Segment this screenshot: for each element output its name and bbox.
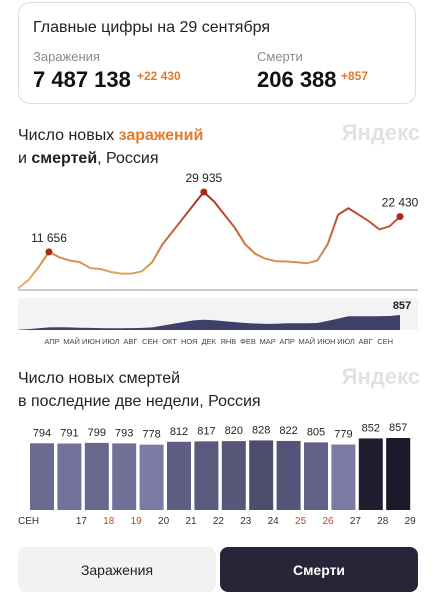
bar: [249, 440, 274, 510]
x-tick-label: АПР: [280, 337, 295, 346]
deaths-area: [18, 315, 400, 330]
chart-title: Число новых заражений и смертей, Россия: [18, 124, 203, 170]
x-tick-label: ИЮЛ: [102, 337, 120, 346]
tab-button[interactable]: Смерти: [220, 547, 418, 592]
x-tick-label: АВГ: [359, 337, 373, 346]
x-tick-label: СЕН: [377, 337, 393, 346]
data-label: 852: [362, 422, 380, 434]
peak-dot: [45, 248, 53, 256]
bar: [57, 443, 82, 510]
data-label: 805: [307, 426, 325, 438]
x-tick-label: СЕН: [18, 516, 39, 527]
bar: [84, 442, 109, 510]
data-label: 822: [279, 425, 297, 437]
x-tick-label: 20: [158, 516, 170, 527]
x-tick-label: НОЯ: [181, 337, 198, 346]
bar: [331, 444, 356, 510]
bar: [358, 438, 383, 510]
x-tick-label: 23: [240, 516, 252, 527]
x-tick-label: СЕН: [142, 337, 158, 346]
data-label: 817: [197, 425, 215, 437]
x-tick-label: ЯНВ: [220, 337, 236, 346]
peak-dot: [200, 188, 208, 196]
cases-value: 7 487 138: [33, 67, 131, 92]
x-tick-label: 28: [377, 516, 389, 527]
bar: [167, 441, 191, 510]
x-tick-label: АВГ: [123, 337, 137, 346]
data-label: 799: [88, 427, 106, 439]
data-label: 828: [252, 424, 270, 436]
bar: [386, 438, 411, 510]
cases-delta: +22 430: [137, 69, 181, 83]
x-tick-label: 27: [350, 516, 362, 527]
data-label: 22 430: [382, 196, 419, 210]
deaths-label: Смерти: [257, 49, 303, 64]
x-tick-label: 25: [295, 516, 307, 527]
data-label: 779: [334, 429, 352, 441]
data-label: 857: [393, 300, 411, 312]
data-label: 29 935: [185, 171, 222, 185]
peak-dot: [396, 213, 404, 221]
x-tick-label: ОКТ: [162, 337, 177, 346]
title-part: смертей: [31, 150, 98, 167]
data-label: 791: [60, 428, 78, 440]
data-label: 857: [389, 422, 407, 434]
x-tick-label: 18: [103, 516, 115, 527]
x-tick-label: 24: [268, 516, 280, 527]
bar: [139, 444, 164, 510]
bar: [304, 442, 328, 510]
x-tick-label: 17: [76, 516, 88, 527]
data-label: 794: [33, 427, 51, 439]
x-tick-label: 29: [405, 516, 417, 527]
x-tick-label: 21: [185, 516, 197, 527]
x-tick-label: АПР: [44, 337, 59, 346]
cases-line: [17, 191, 401, 290]
title-part: в последние две недели, Россия: [18, 393, 261, 410]
x-tick-label: 26: [322, 516, 334, 527]
x-tick-label: МАЙ: [298, 337, 315, 346]
watermark: Яндекс: [341, 120, 420, 145]
bar: [30, 443, 54, 510]
chart-title: Число новых смертей в последние две недел…: [18, 367, 261, 413]
tab-button[interactable]: Заражения: [18, 547, 216, 592]
bar: [194, 441, 219, 510]
x-tick-label: МАР: [259, 337, 275, 346]
summary-card: Главные цифры на 29 сентября Заражения 7…: [18, 2, 416, 104]
deaths-value: 206 388: [257, 67, 337, 92]
data-label: 778: [142, 429, 160, 441]
cases-label: Заражения: [33, 49, 100, 64]
x-tick-label: ИЮЛ: [337, 337, 355, 346]
bar: [221, 441, 246, 510]
x-tick-label: 22: [213, 516, 225, 527]
bar: [112, 443, 137, 510]
title-part: Число новых: [18, 127, 119, 144]
data-label: 11 656: [31, 231, 67, 245]
title-part: и: [18, 150, 32, 167]
bar: [276, 440, 301, 510]
summary-title: Главные цифры на 29 сентября: [33, 19, 270, 36]
deaths-delta: +857: [341, 69, 369, 83]
title-part: заражений: [118, 127, 204, 144]
x-tick-label: 19: [131, 516, 143, 527]
watermark: Яндекс: [341, 364, 420, 389]
data-label: 820: [225, 425, 243, 437]
x-tick-label: ИЮН: [317, 337, 335, 346]
x-tick-label: ФЕВ: [240, 337, 256, 346]
title-part: , Россия: [97, 150, 159, 167]
x-tick-label: МАЙ: [63, 337, 80, 346]
x-tick-label: ДЕК: [202, 337, 217, 346]
data-label: 812: [170, 426, 188, 438]
x-tick-label: ИЮН: [82, 337, 100, 346]
title-part: Число новых смертей: [18, 370, 181, 387]
data-label: 793: [115, 427, 133, 439]
